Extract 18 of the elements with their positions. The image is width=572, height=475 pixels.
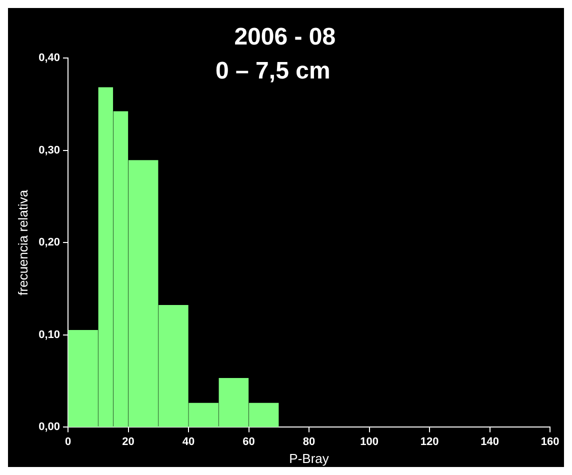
x-tick-label: 0	[64, 436, 72, 448]
x-tick-label: 160	[540, 436, 560, 448]
x-tick-label: 60	[242, 436, 255, 448]
x-tick-label: 40	[182, 436, 195, 448]
y-tick-label: 0,10	[38, 328, 60, 341]
x-tick-label: 20	[122, 436, 134, 448]
x-tick-label: 120	[420, 436, 439, 448]
x-tick-label: 80	[302, 436, 316, 448]
y-tick-label: 0,30	[38, 144, 60, 156]
y-tick-label: 0,40	[38, 52, 60, 64]
x-axis-title: P-Bray	[289, 450, 330, 466]
y-axis-title: frecuencia relativa	[15, 189, 30, 296]
x-tick-label: 140	[480, 436, 499, 448]
x-tick-label: 100	[360, 436, 378, 448]
y-tick-label: 0,00	[38, 421, 60, 434]
chart-title: 2006 - 08	[234, 24, 336, 51]
chart-subtitle: 0 – 7,5 cm	[216, 58, 330, 85]
y-tick-label: 0,20	[38, 236, 60, 249]
